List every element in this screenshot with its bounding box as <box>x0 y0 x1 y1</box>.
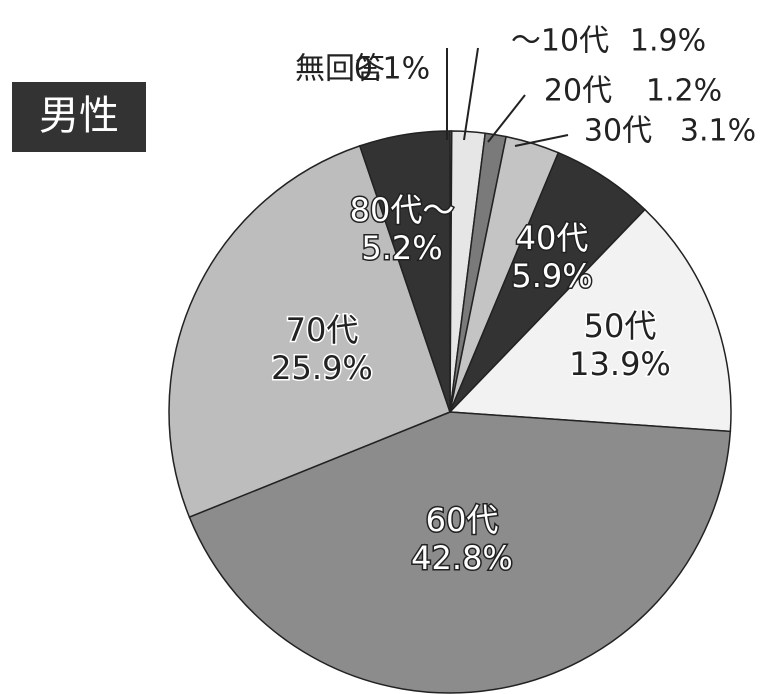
chart-title: 男性 <box>39 93 119 139</box>
category-label: 無回答 <box>295 52 385 87</box>
category-label: 40代 <box>516 219 589 257</box>
category-label: 60代 <box>426 501 499 539</box>
pie-slice <box>358 130 451 413</box>
value-label: 42.8% <box>411 539 513 577</box>
value-label: 5.2% <box>361 229 442 267</box>
pie-slice <box>168 144 451 519</box>
category-label: 30代 <box>584 114 652 149</box>
pie-slice <box>448 208 732 433</box>
category-label: 80代～ <box>350 191 455 229</box>
category-label: 50代 <box>584 307 657 345</box>
value-label: 5.9% <box>511 257 592 295</box>
leader-line <box>463 47 479 141</box>
value-label: 1.9% <box>630 24 706 59</box>
category-label: ～10代 <box>511 24 609 59</box>
category-label: 20代 <box>544 74 612 109</box>
value-label: 3.1% <box>680 114 756 149</box>
value-label: 25.9% <box>271 349 373 387</box>
leader-line <box>487 94 526 143</box>
category-label: 70代 <box>286 311 359 349</box>
leader-line <box>514 134 569 147</box>
value-label: 1.2% <box>646 74 722 109</box>
value-label: 0.1% <box>354 52 430 87</box>
value-label: 13.9% <box>569 345 671 383</box>
pie-slice <box>188 411 732 694</box>
title-badge <box>12 82 146 152</box>
